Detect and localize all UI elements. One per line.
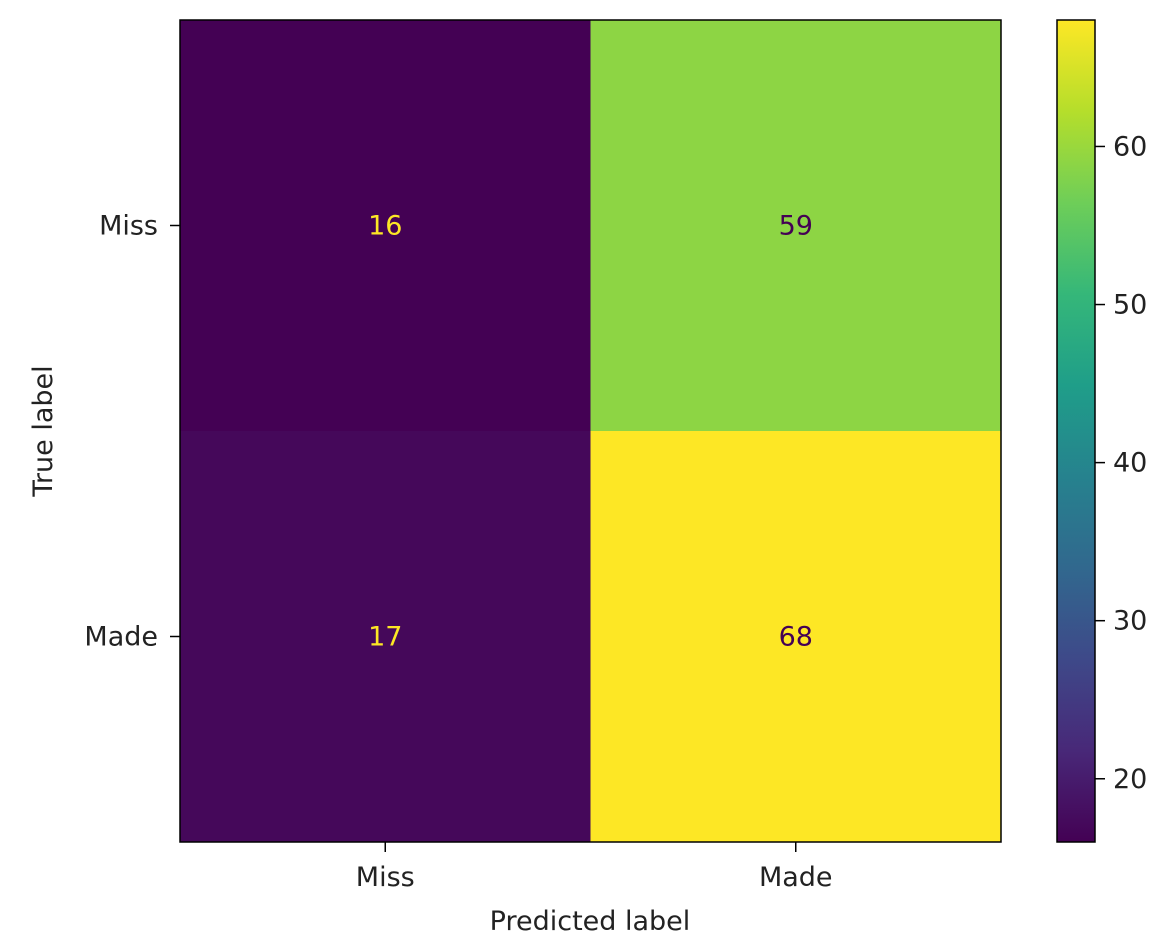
x-tick-label: Made xyxy=(759,862,833,893)
x-axis-ticks: Miss Made xyxy=(356,842,833,893)
y-tick-label: Miss xyxy=(99,211,158,242)
y-axis-label: True label xyxy=(28,365,59,497)
heatmap-cell xyxy=(590,431,1002,843)
colorbar-tick-label: 30 xyxy=(1113,606,1147,637)
cell-value-labels: 16 59 17 68 xyxy=(368,211,813,653)
colorbar-tick-label: 20 xyxy=(1113,764,1147,795)
heatmap-cell xyxy=(180,431,591,843)
x-tick-label: Miss xyxy=(356,862,415,893)
y-axis-ticks: Miss Made xyxy=(84,211,180,653)
colorbar-tick-label: 50 xyxy=(1113,290,1147,321)
cell-value-label: 68 xyxy=(779,622,813,653)
y-tick-label: Made xyxy=(84,622,158,653)
heatmap-cells xyxy=(180,20,1002,843)
plot-frame xyxy=(179,19,1002,843)
cell-value-label: 17 xyxy=(368,622,402,653)
x-axis-label: Predicted label xyxy=(490,906,691,937)
colorbar xyxy=(1056,19,1096,843)
heatmap-cell xyxy=(590,20,1002,432)
colorbar-tick-label: 40 xyxy=(1113,448,1147,479)
colorbar-tick-label: 60 xyxy=(1113,131,1147,162)
cell-value-label: 59 xyxy=(779,211,813,242)
heatmap-cell xyxy=(180,20,591,432)
cell-value-label: 16 xyxy=(368,211,402,242)
colorbar-ticks: 20 30 40 50 60 xyxy=(1095,131,1147,795)
